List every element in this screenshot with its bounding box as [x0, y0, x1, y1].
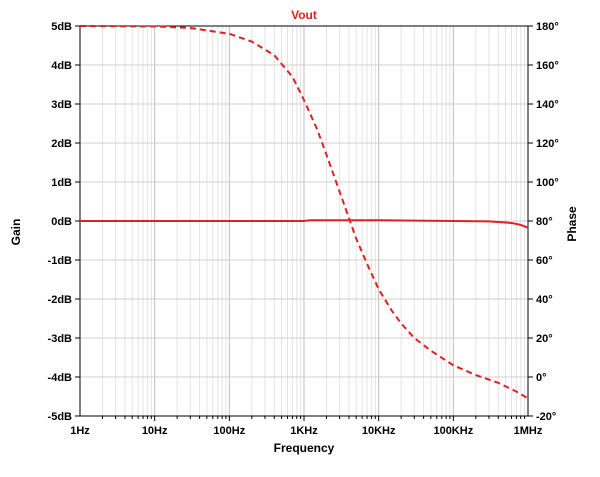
y-right-tick-label: 180° [536, 21, 559, 33]
y-left-tick-label: 1dB [51, 177, 72, 189]
x-tick-label: 10Hz [142, 425, 168, 437]
y-left-tick-label: -3dB [48, 333, 73, 345]
gain-series-line [80, 219, 529, 229]
x-tick-label: 100Hz [213, 425, 245, 437]
series-layer [79, 25, 529, 400]
y-left-tick-label: -2dB [48, 294, 73, 306]
y-left-tick-label: 0dB [51, 216, 72, 228]
y-left-tick-label: 4dB [51, 60, 72, 72]
y-left-tick-label: -5dB [48, 411, 73, 423]
x-tick-label: 1MHz [514, 425, 543, 437]
y-left-tick-label: 5dB [51, 21, 72, 33]
x-tick-label: 10KHz [362, 425, 396, 437]
y-right-tick-label: -20° [536, 411, 556, 423]
y-right-tick-label: 160° [536, 60, 559, 72]
y-axis-right-label: Phase [565, 206, 579, 242]
chart-title: Vout [291, 8, 317, 22]
x-tick-label: 100KHz [433, 425, 473, 437]
x-axis-label: Frequency [274, 441, 335, 455]
y-right-tick-label: 0° [536, 372, 547, 384]
y-left-tick-label: 2dB [51, 138, 72, 150]
tick-layer [75, 25, 533, 421]
x-tick-label: 1KHz [290, 425, 318, 437]
y-right-tick-label: 80° [536, 216, 553, 228]
y-right-tick-label: 60° [536, 255, 553, 267]
y-right-tick-label: 20° [536, 333, 553, 345]
y-axis-left-label: Gain [9, 219, 23, 246]
y-left-tick-label: -1dB [48, 255, 73, 267]
y-right-tick-label: 140° [536, 99, 559, 111]
y-left-tick-label: 3dB [51, 99, 72, 111]
phase-series-line [79, 25, 529, 400]
y-left-tick-label: -4dB [48, 372, 73, 384]
y-right-tick-label: 100° [536, 177, 559, 189]
label-layer: 5dB 4dB 3dB 2dB 1dB 0dB -1dB -2dB -3dB -4dB -5dB 18… [48, 21, 559, 437]
y-right-tick-label: 120° [536, 138, 559, 150]
x-tick-label: 1Hz [70, 425, 90, 437]
y-right-tick-label: 40° [536, 294, 553, 306]
